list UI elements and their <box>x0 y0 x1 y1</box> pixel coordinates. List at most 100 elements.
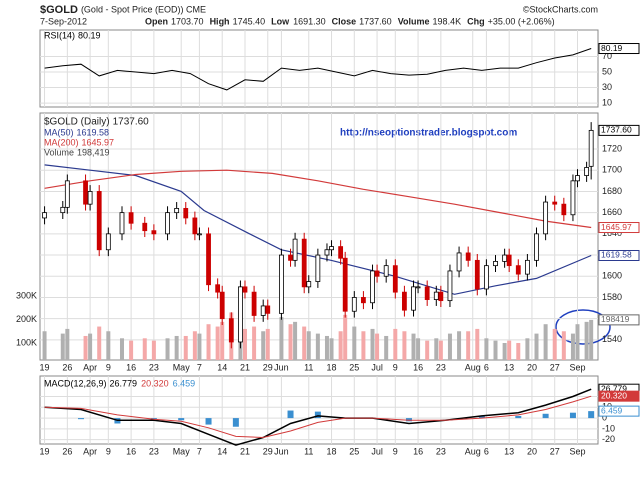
volume-bar <box>493 340 498 360</box>
rsi-tick-label: 10 <box>602 97 612 107</box>
legend-value: 1645.97 <box>82 137 115 147</box>
x-tick-label: 23 <box>436 446 446 456</box>
candle-body <box>424 286 430 300</box>
macd-histogram <box>232 418 239 427</box>
x-tick-label: Apr <box>83 362 97 372</box>
candle-body <box>361 297 366 304</box>
x-tick-label: 25 <box>349 446 359 456</box>
candle-body <box>174 208 180 214</box>
candle-body <box>279 254 284 314</box>
value-box <box>598 124 640 136</box>
volume-bar <box>288 324 293 360</box>
annotation: http://nseoptionstrader.blogspot.com <box>340 128 517 139</box>
candle-body <box>324 249 330 256</box>
x-tick-label: Sep <box>569 362 585 372</box>
candle-body <box>588 129 594 167</box>
quote-value: 1737.60 <box>359 16 392 26</box>
volume-bar <box>306 331 311 360</box>
quote-value: +35.00 (+2.06%) <box>488 16 555 26</box>
x-tick-label: Jun <box>274 446 289 456</box>
source: ©StockCharts.com <box>523 4 598 14</box>
quote-value: 1703.70 <box>171 16 204 26</box>
x-tick-label: 21 <box>240 446 250 456</box>
value-box <box>598 314 640 326</box>
x-tick-label: Sep <box>569 446 585 456</box>
y-tick-label: 1720 <box>602 143 622 153</box>
macd-histogram <box>405 418 412 422</box>
volume-bar <box>265 328 270 360</box>
x-tick-label: 18 <box>327 362 337 372</box>
candle-body <box>584 167 590 176</box>
value-box <box>598 405 640 417</box>
volume-bar <box>183 335 188 360</box>
value-box <box>598 390 640 402</box>
candle-body <box>438 291 444 302</box>
volume-bar <box>457 331 462 360</box>
volume-bar <box>142 338 147 360</box>
y-tick-label: 1600 <box>602 271 622 281</box>
macd-histogram <box>178 418 185 421</box>
volume-bar <box>129 340 134 360</box>
x-tick-label: 16 <box>126 446 136 456</box>
volume-bar <box>338 331 343 360</box>
candle-body <box>96 191 102 251</box>
candle-body <box>87 191 93 205</box>
volume-bar <box>151 340 156 360</box>
x-tick-label: Aug <box>465 446 481 456</box>
chart-subtitle: (Gold - Spot Price (EOD)) CME <box>81 4 206 14</box>
x-tick-label: Apr <box>83 446 97 456</box>
x-tick-label: 9 <box>393 362 398 372</box>
candle-body <box>483 265 489 290</box>
value-box-label: 26.779 <box>601 383 627 393</box>
volume-bar <box>434 338 439 360</box>
candle-body <box>219 291 225 320</box>
rsi-tick-label: 50 <box>602 66 612 76</box>
candle-body <box>288 254 293 261</box>
x-tick-label: 23 <box>149 362 159 372</box>
macd-histogram <box>569 412 576 419</box>
y-tick-label: 1640 <box>602 228 622 238</box>
x-tick-label: 7 <box>197 362 202 372</box>
x-tick-label: 9 <box>106 362 111 372</box>
volume-bar <box>42 331 47 360</box>
x-tick-label: 29 <box>263 446 273 456</box>
volume-bar <box>324 335 329 360</box>
candle-body <box>165 212 170 235</box>
volume-bar <box>279 317 284 360</box>
candle-body <box>456 252 462 272</box>
macd-histogram <box>77 418 84 420</box>
candle-body <box>502 254 508 262</box>
volume-bar <box>206 324 211 360</box>
volume-bar <box>543 324 548 360</box>
volume-bar <box>88 333 93 360</box>
x-tick-label: 16 <box>126 362 136 372</box>
volume-bar <box>252 326 257 360</box>
macd-histogram <box>588 411 595 419</box>
volume-bar <box>361 331 366 360</box>
legend-label: MACD(12,26,9) <box>44 378 107 388</box>
volume-bar <box>484 338 489 360</box>
chart-title: $GOLD <box>40 4 78 16</box>
candle-body <box>192 217 198 235</box>
quote-label: Chg <box>467 16 485 26</box>
macd-histogram <box>478 415 485 419</box>
value-box <box>598 222 640 234</box>
candle-body <box>570 180 576 216</box>
x-tick-label: 16 <box>413 362 423 372</box>
volume-bar <box>242 328 247 360</box>
candle-body <box>392 265 398 293</box>
volume-bar <box>97 326 102 360</box>
volume-bar <box>416 338 421 360</box>
value-box-label: 6.459 <box>601 405 623 415</box>
legend-value: 6.459 <box>173 378 196 388</box>
macd-tick-label: -10 <box>602 423 615 433</box>
macd-histogram <box>150 418 157 420</box>
legend-label: RSI(14) <box>44 30 75 40</box>
volume-bar <box>438 340 443 360</box>
legend-label: $GOLD (Daily) <box>44 117 110 128</box>
value-box-label: 80.19 <box>601 43 623 53</box>
x-tick-label: 16 <box>413 446 423 456</box>
rsi-line <box>44 48 592 91</box>
macd-histogram <box>205 418 212 425</box>
